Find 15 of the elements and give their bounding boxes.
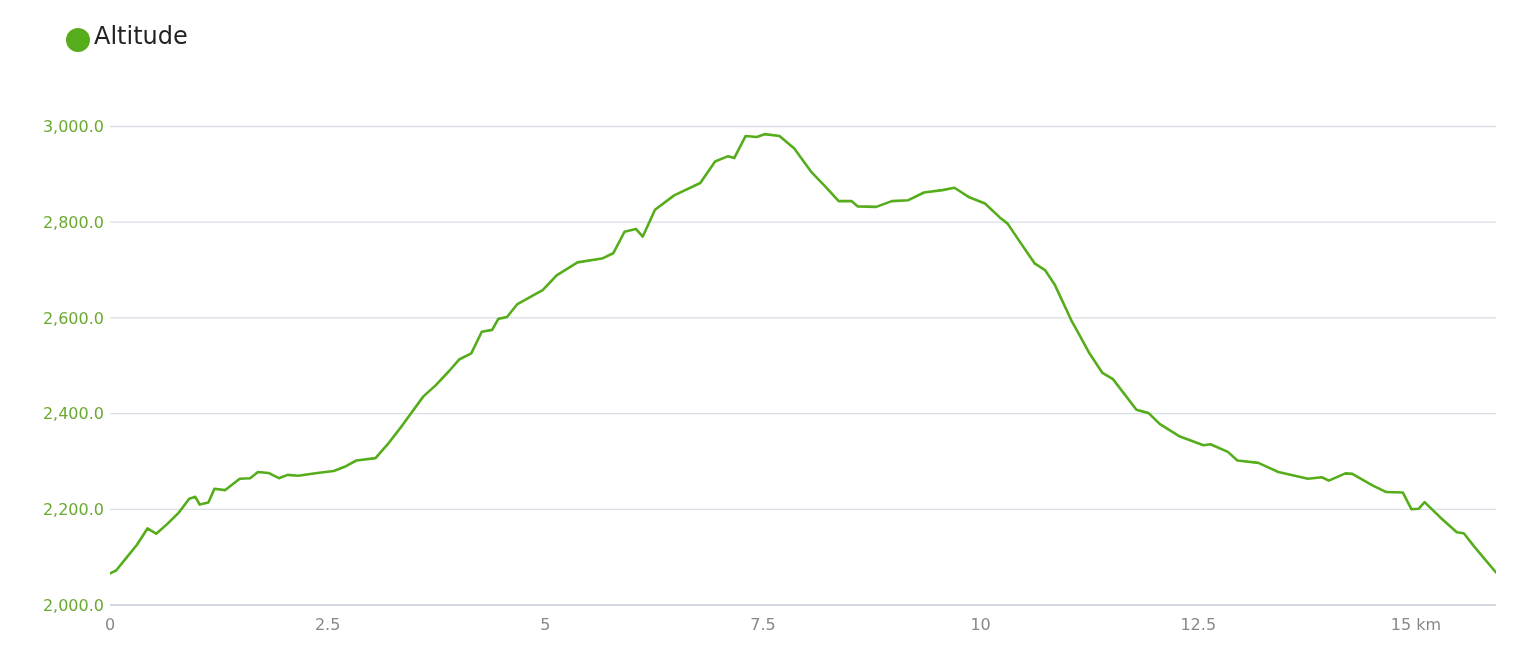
x-tick-label: 5 [540,615,551,635]
y-tick-label: 3,000.0 [42,117,104,137]
line-series [110,132,1496,575]
x-tick-label: 15 km [1390,615,1442,635]
legend-label: Altitude [94,22,188,50]
x-tick-label: 10 [970,615,991,635]
y-tick-label: 2,200.0 [42,499,104,519]
y-tick-label: 2,600.0 [42,308,104,328]
x-tick-label: 0 [104,615,116,635]
y-tick-label: 2,000.0 [42,595,104,615]
y-tick-label: 2,400.0 [42,404,104,424]
x-tick-label: 7.5 [750,615,776,635]
y-tick-label: 2,800.0 [42,212,104,232]
x-tick-label: 12.5 [1180,615,1217,635]
x-tick-label: 2.5 [314,615,341,635]
